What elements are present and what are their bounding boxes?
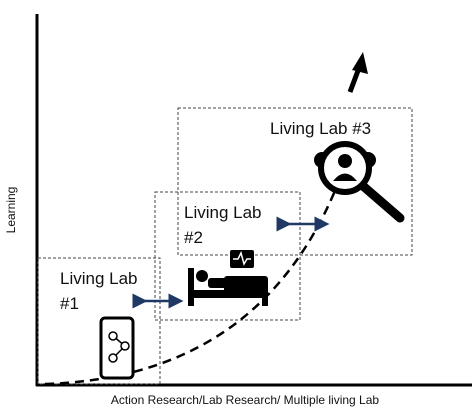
node-label: Living Lab	[184, 203, 262, 222]
trend-arrow	[347, 67, 362, 93]
x-axis-label: Action Research/Lab Research/ Multiple l…	[111, 393, 379, 407]
node-label: Living Lab #3	[270, 119, 371, 138]
bed-icon	[188, 250, 268, 306]
node-label: #1	[60, 294, 79, 313]
box-3	[177, 107, 413, 256]
node-label: #2	[184, 228, 203, 247]
trend-arrow-head	[352, 52, 368, 74]
phone-icon	[99, 316, 135, 380]
box-1	[37, 257, 161, 385]
y-axis-label: Learning	[4, 187, 18, 234]
box-2	[154, 191, 301, 321]
node-label: Living Lab	[60, 269, 138, 288]
search-icon	[314, 141, 405, 223]
